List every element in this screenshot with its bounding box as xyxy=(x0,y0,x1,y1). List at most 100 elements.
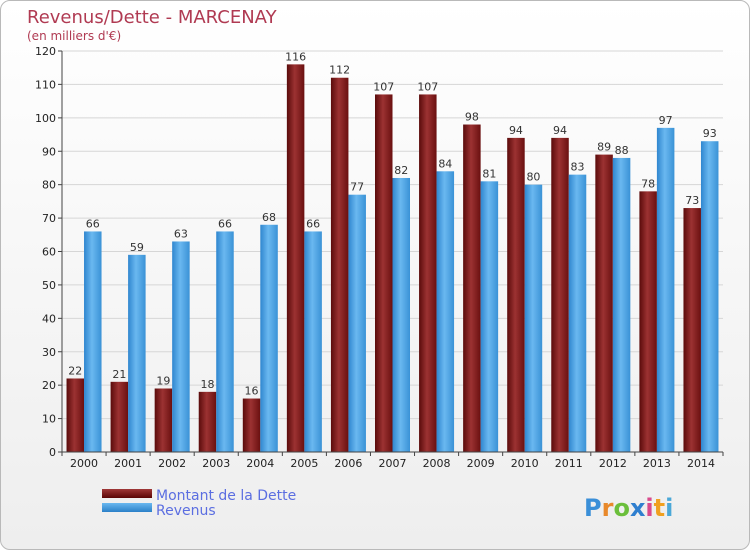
legend: Montant de la Dette Revenus xyxy=(102,488,296,519)
logo-letter: i xyxy=(665,494,673,522)
bar-revenus xyxy=(612,157,631,452)
logo-letter: i xyxy=(645,494,653,522)
data-label: 19 xyxy=(156,375,170,388)
bar-revenus xyxy=(700,141,719,452)
bar-revenus xyxy=(172,241,190,452)
data-label: 63 xyxy=(174,227,188,240)
data-label: 81 xyxy=(482,167,496,180)
data-label: 80 xyxy=(526,171,540,184)
x-tick-label: 2011 xyxy=(555,457,583,470)
bar-debt xyxy=(66,378,85,452)
data-label: 82 xyxy=(394,164,408,177)
y-tick-label: 100 xyxy=(35,112,56,125)
y-tick-label: 0 xyxy=(49,446,56,459)
x-tick-label: 2014 xyxy=(687,457,715,470)
x-tick-label: 2000 xyxy=(70,457,98,470)
legend-label-debt: Montant de la Dette xyxy=(156,488,296,504)
data-label: 18 xyxy=(200,378,214,391)
logo-letter: o xyxy=(613,494,630,522)
legend-swatch-debt xyxy=(102,489,152,498)
data-label: 107 xyxy=(417,80,438,93)
y-tick-label: 70 xyxy=(42,212,56,225)
proxiti-logo: Proxiti xyxy=(584,494,673,522)
legend-label-revenus: Revenus xyxy=(156,503,216,519)
x-tick-label: 2007 xyxy=(379,457,407,470)
bar-revenus xyxy=(128,254,146,452)
data-label: 66 xyxy=(306,217,320,230)
x-tick-label: 2006 xyxy=(334,457,362,470)
data-label: 78 xyxy=(641,177,655,190)
bar-revenus xyxy=(392,177,410,452)
bar-debt xyxy=(375,94,393,453)
bar-revenus xyxy=(524,184,543,452)
data-label: 98 xyxy=(465,111,479,124)
data-label: 59 xyxy=(130,241,144,254)
bar-revenus xyxy=(436,171,455,453)
y-tick-label: 110 xyxy=(35,78,56,91)
svg-text:Proxiti: Proxiti xyxy=(584,494,673,522)
x-tick-label: 2008 xyxy=(423,457,451,470)
y-axis-ticks: 0 10 20 30 40 50 60 70 80 90 100 110 120 xyxy=(35,45,62,459)
bar-debt xyxy=(110,381,129,452)
logo-letter: P xyxy=(584,494,602,522)
chart-subtitle: (en milliers d'€) xyxy=(27,29,121,43)
x-tick-label: 2003 xyxy=(202,457,230,470)
bar-debt xyxy=(507,137,525,452)
data-label: 68 xyxy=(262,211,276,224)
x-tick-label: 2013 xyxy=(643,457,671,470)
x-tick-label: 2009 xyxy=(467,457,495,470)
bar-debt xyxy=(330,77,349,452)
y-tick-label: 60 xyxy=(42,246,56,259)
data-label: 83 xyxy=(571,161,585,174)
y-tick-label: 20 xyxy=(42,379,56,392)
y-tick-label: 10 xyxy=(42,413,56,426)
bar-debt xyxy=(286,64,305,452)
x-tick-label: 2012 xyxy=(599,457,627,470)
x-tick-label: 2004 xyxy=(246,457,274,470)
data-label: 21 xyxy=(112,368,126,381)
x-tick-label: 2002 xyxy=(158,457,186,470)
bar-revenus xyxy=(260,224,278,452)
data-label: 89 xyxy=(597,141,611,154)
data-label: 22 xyxy=(68,364,82,377)
x-axis-ticks: 2000 2001 2002 2003 2004 2005 2006 2007 2008 2009… xyxy=(61,452,724,470)
bars-group: 22 66 21 59 19 63 18 66 16 68 116 66 112 77 107 82 107 84… xyxy=(66,50,719,453)
logo-letter: t xyxy=(654,494,665,522)
bar-debt xyxy=(242,398,261,452)
data-label: 77 xyxy=(350,181,364,194)
x-tick-label: 2005 xyxy=(290,457,318,470)
bar-debt xyxy=(154,388,173,452)
bar-debt xyxy=(639,191,657,452)
bar-debt xyxy=(463,124,481,453)
y-tick-label: 40 xyxy=(42,312,56,325)
y-tick-label: 90 xyxy=(42,145,56,158)
bar-revenus xyxy=(568,174,587,452)
x-tick-label: 2010 xyxy=(511,457,539,470)
data-label: 93 xyxy=(703,127,717,140)
bar-revenus xyxy=(84,231,102,452)
data-label: 88 xyxy=(615,144,629,157)
data-label: 107 xyxy=(373,80,394,93)
legend-swatch-revenus xyxy=(102,503,152,512)
bar-revenus xyxy=(656,127,675,452)
data-label: 94 xyxy=(509,124,523,137)
bar-revenus xyxy=(304,231,322,452)
data-label: 16 xyxy=(245,385,259,398)
data-label: 97 xyxy=(659,114,673,127)
data-label: 116 xyxy=(285,50,306,63)
logo-letter: x xyxy=(630,494,646,522)
data-label: 94 xyxy=(553,124,567,137)
bar-debt xyxy=(551,137,569,452)
y-tick-label: 50 xyxy=(42,279,56,292)
data-label: 112 xyxy=(329,64,350,77)
x-tick-label: 2001 xyxy=(114,457,142,470)
bar-revenus xyxy=(480,181,499,452)
bar-debt xyxy=(198,391,217,452)
data-label: 84 xyxy=(438,157,452,170)
bar-debt xyxy=(595,154,613,452)
data-label: 66 xyxy=(218,217,232,230)
y-tick-label: 80 xyxy=(42,179,56,192)
data-label: 66 xyxy=(86,217,100,230)
y-tick-label: 120 xyxy=(35,45,56,58)
